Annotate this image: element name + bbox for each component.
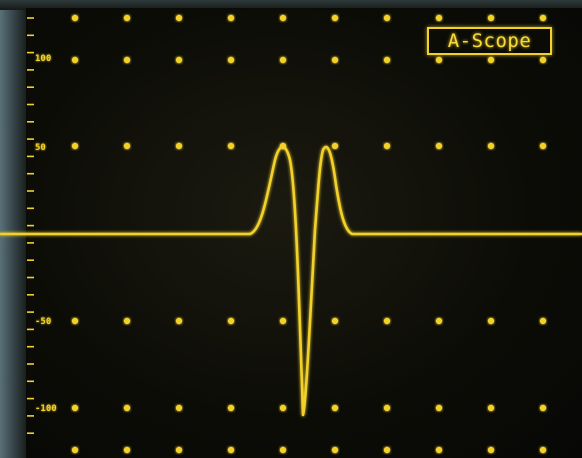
grid-dot (487, 446, 495, 454)
grid-dot (227, 56, 235, 64)
y-tick-label-minus-50: -50 (35, 317, 52, 327)
grid-dot (435, 404, 443, 412)
y-tick-label-50: 50 (35, 143, 46, 153)
grid-dot (487, 142, 495, 150)
grid-dot (123, 142, 131, 150)
ascan-trace (0, 145, 582, 417)
grid-dot (383, 56, 391, 64)
grid-dot (71, 14, 79, 22)
grid-dot (279, 14, 287, 22)
grid-dot (331, 446, 339, 454)
grid-dot (71, 317, 79, 325)
grid-dot (539, 317, 547, 325)
grid-dot (227, 446, 235, 454)
grid-dot (71, 404, 79, 412)
grid-dot (175, 404, 183, 412)
grid-dot (227, 404, 235, 412)
grid-dot (539, 142, 547, 150)
grid-dot (487, 14, 495, 22)
grid-dot (71, 142, 79, 150)
grid-dot (435, 142, 443, 150)
grid-dot (539, 56, 547, 64)
grid-dot (383, 446, 391, 454)
grid-dot (383, 14, 391, 22)
grid-dot (435, 317, 443, 325)
grid-dot (435, 14, 443, 22)
grid-dot (227, 14, 235, 22)
grid-dot (71, 56, 79, 64)
grid-dot (331, 404, 339, 412)
mode-label: A-Scope (447, 29, 532, 52)
grid-dot (175, 14, 183, 22)
axis-ticks (27, 17, 561, 435)
monitor-bezel-left (0, 0, 26, 458)
grid-dot (123, 446, 131, 454)
grid-dot (175, 56, 183, 64)
grid-dot (227, 142, 235, 150)
grid-dot (383, 142, 391, 150)
grid-dot (539, 446, 547, 454)
grid-dot (123, 317, 131, 325)
grid-dot (331, 142, 339, 150)
graticule-grid (71, 14, 547, 454)
y-tick-label-100: 100 (35, 54, 52, 64)
grid-dot (539, 14, 547, 22)
grid-dot (279, 404, 287, 412)
grid-dot (123, 56, 131, 64)
grid-dot (487, 317, 495, 325)
grid-dot (487, 404, 495, 412)
grid-dot (435, 56, 443, 64)
grid-dot (435, 446, 443, 454)
grid-dot (175, 317, 183, 325)
grid-dot (331, 56, 339, 64)
grid-dot (383, 404, 391, 412)
grid-dot (383, 317, 391, 325)
grid-dot (331, 317, 339, 325)
grid-dot (175, 446, 183, 454)
grid-dot (279, 317, 287, 325)
grid-dot (487, 56, 495, 64)
grid-dot (71, 446, 79, 454)
y-tick-label-minus-100: -100 (35, 404, 57, 414)
grid-dot (279, 56, 287, 64)
mode-indicator: A-Scope (427, 27, 552, 55)
grid-dot (175, 142, 183, 150)
grid-dot (539, 404, 547, 412)
grid-dot (227, 317, 235, 325)
monitor-bezel-top (0, 0, 582, 10)
grid-dot (279, 446, 287, 454)
grid-dot (123, 404, 131, 412)
grid-dot (331, 14, 339, 22)
grid-dot (123, 14, 131, 22)
